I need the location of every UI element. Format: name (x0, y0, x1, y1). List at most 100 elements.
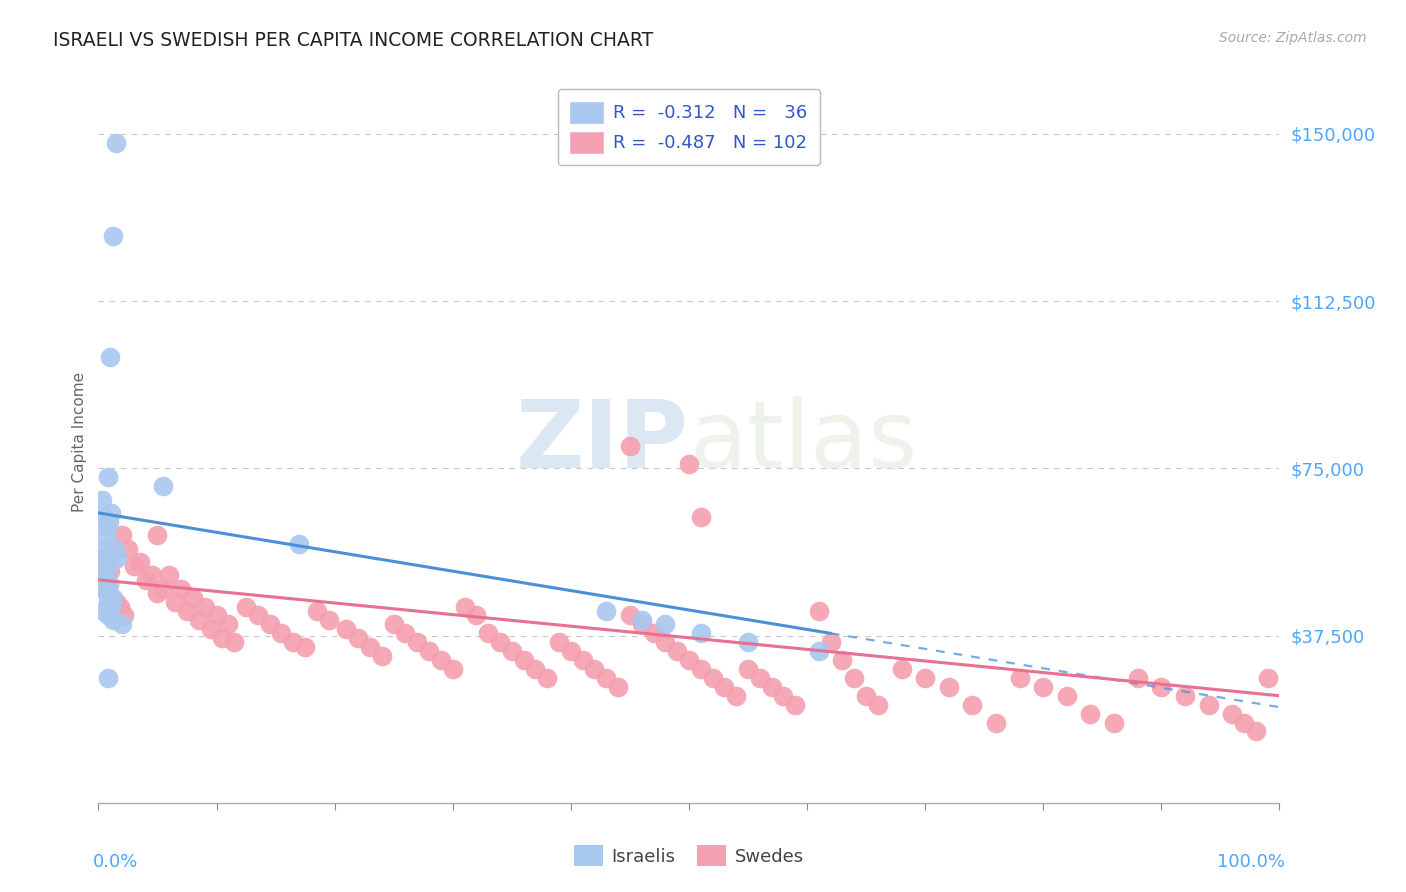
Point (170, 582, 193, 596)
Point (489, 635, 512, 649)
Point (630, 613, 652, 627)
Point (101, 591, 124, 605)
Point (844, 671, 866, 685)
Point (619, 439, 641, 453)
Point (94, 573, 117, 587)
Point (678, 457, 700, 471)
Point (1257, 671, 1279, 685)
Point (259, 617, 281, 632)
Point (318, 613, 340, 627)
Point (1032, 680, 1054, 694)
Point (689, 626, 711, 640)
Point (105, 595, 128, 609)
Legend: Israelis, Swedes: Israelis, Swedes (567, 838, 811, 873)
Point (104, 541, 127, 556)
Point (100, 599, 122, 614)
Point (702, 671, 724, 685)
Point (477, 626, 499, 640)
Point (98, 515, 121, 529)
Point (654, 635, 676, 649)
Point (91, 568, 114, 582)
Point (761, 680, 783, 694)
Point (619, 608, 641, 623)
Point (654, 617, 676, 632)
Point (157, 568, 180, 582)
Point (93, 510, 115, 524)
Point (294, 640, 316, 654)
Point (128, 555, 150, 569)
Point (1244, 724, 1267, 739)
Text: 100.0%: 100.0% (1218, 854, 1285, 871)
Point (820, 635, 842, 649)
Point (152, 582, 174, 596)
Point (1102, 715, 1125, 730)
Point (98, 577, 121, 591)
Point (200, 622, 222, 636)
Point (93, 550, 115, 565)
Point (91, 604, 114, 618)
Text: ISRAELI VS SWEDISH PER CAPITA INCOME CORRELATION CHART: ISRAELI VS SWEDISH PER CAPITA INCOME COR… (53, 31, 654, 50)
Point (678, 653, 700, 667)
Point (560, 644, 582, 658)
Point (105, 550, 128, 565)
Point (270, 626, 292, 640)
Text: ZIP: ZIP (516, 395, 689, 488)
Point (217, 617, 239, 632)
Point (112, 608, 135, 623)
Point (548, 635, 571, 649)
Point (737, 662, 759, 676)
Point (772, 689, 794, 703)
Point (165, 595, 187, 609)
Point (359, 640, 381, 654)
Text: Source: ZipAtlas.com: Source: ZipAtlas.com (1219, 31, 1367, 45)
Point (524, 662, 547, 676)
Point (96, 519, 118, 533)
Point (441, 662, 464, 676)
Point (1174, 689, 1197, 703)
Point (1220, 706, 1243, 721)
Point (187, 613, 209, 627)
Point (607, 680, 630, 694)
Point (108, 599, 131, 614)
Point (100, 506, 122, 520)
Point (152, 479, 174, 493)
Point (418, 644, 440, 658)
Point (394, 626, 416, 640)
Point (335, 622, 357, 636)
Point (211, 631, 233, 645)
Point (1008, 671, 1031, 685)
Point (101, 229, 124, 244)
Point (807, 644, 830, 658)
Point (224, 635, 246, 649)
Point (1056, 689, 1078, 703)
Point (97, 671, 120, 685)
Point (689, 662, 711, 676)
Text: atlas: atlas (689, 395, 917, 488)
Point (91, 582, 114, 596)
Point (984, 715, 1007, 730)
Point (785, 698, 807, 712)
Point (512, 653, 534, 667)
Point (91, 555, 114, 569)
Text: 0.0%: 0.0% (93, 854, 138, 871)
Point (406, 635, 429, 649)
Point (97, 608, 120, 623)
Point (938, 680, 960, 694)
Point (689, 510, 711, 524)
Point (91, 492, 114, 507)
Point (890, 662, 912, 676)
Point (181, 591, 204, 605)
Point (105, 136, 128, 150)
Point (807, 604, 830, 618)
Point (101, 613, 124, 627)
Point (962, 698, 984, 712)
Point (855, 689, 877, 703)
Point (235, 599, 257, 614)
Point (748, 671, 770, 685)
Point (111, 617, 134, 632)
Point (1080, 706, 1102, 721)
Point (1198, 698, 1220, 712)
Point (831, 653, 853, 667)
Point (536, 671, 558, 685)
Point (453, 599, 475, 614)
